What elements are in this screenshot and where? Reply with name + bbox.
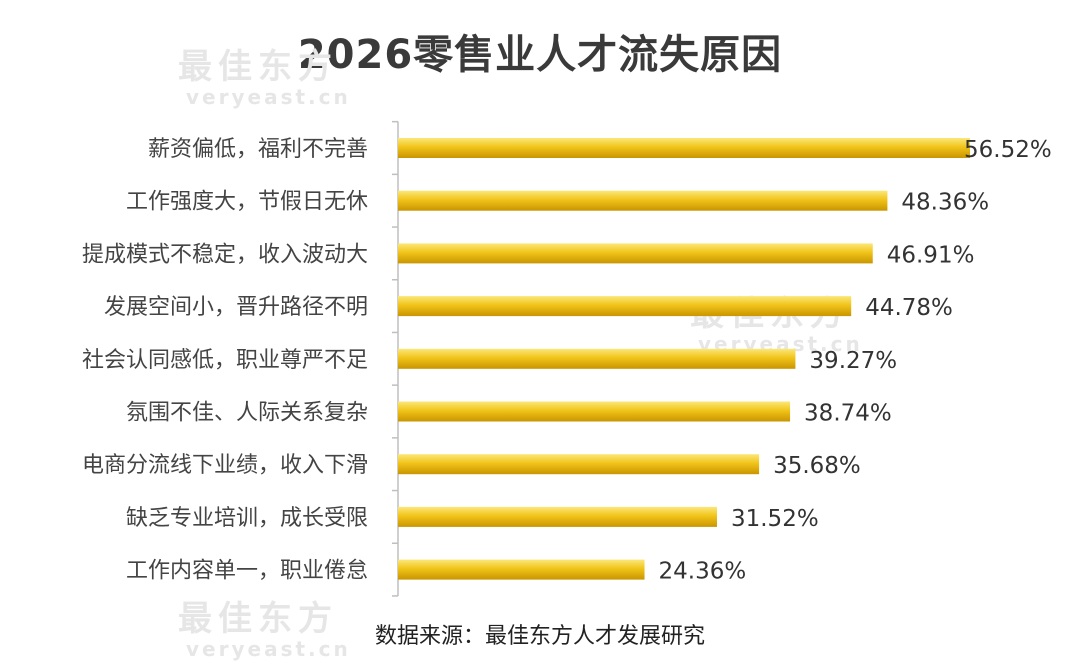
- bars: [398, 138, 970, 580]
- value-label: 56.52%: [964, 137, 1052, 163]
- bar: [398, 296, 852, 317]
- chart-title: 2026零售业人才流失原因: [297, 32, 783, 78]
- value-label: 39.27%: [809, 348, 897, 374]
- bar: [398, 348, 796, 369]
- category-label: 提成模式不稳定，收入波动大: [82, 242, 368, 267]
- watermark-name: 最佳东方: [178, 47, 338, 87]
- value-label: 35.68%: [773, 453, 861, 479]
- bar: [398, 138, 970, 158]
- bar: [398, 559, 645, 580]
- watermark-name: 最佳东方: [178, 599, 338, 639]
- value-label: 24.36%: [659, 559, 747, 585]
- bar: [398, 454, 760, 475]
- value-label: 46.91%: [887, 242, 975, 268]
- category-label: 薪资偏低，福利不完善: [148, 137, 368, 162]
- category-label: 社会认同感低，职业尊严不足: [82, 348, 368, 373]
- value-label: 44.78%: [865, 295, 953, 321]
- category-label: 工作内容单一，职业倦怠: [126, 559, 368, 584]
- bar: [398, 401, 791, 422]
- bar: [398, 190, 888, 211]
- watermark-url: veryeast.cn: [186, 85, 351, 109]
- watermark-bottom: 最佳东方 veryeast.cn: [178, 599, 351, 661]
- data-source-note: 数据来源：最佳东方人才发展研究: [374, 624, 705, 649]
- category-label: 发展空间小，晋升路径不明: [104, 295, 368, 320]
- category-label: 工作强度大，节假日无休: [126, 190, 368, 215]
- category-labels: 薪资偏低，福利不完善工作强度大，节假日无休提成模式不稳定，收入波动大发展空间小，…: [82, 137, 368, 584]
- category-axis: [392, 120, 399, 597]
- value-label: 38.74%: [804, 401, 892, 427]
- watermark-top: 最佳东方 veryeast.cn: [178, 47, 351, 109]
- category-label: 缺乏专业培训，成长受限: [126, 506, 368, 531]
- bar: [398, 506, 717, 527]
- bar: [398, 243, 873, 264]
- category-label: 电商分流线下业绩，收入下滑: [82, 453, 368, 478]
- category-label: 氛围不佳、人际关系复杂: [126, 401, 368, 426]
- value-label: 31.52%: [731, 506, 819, 532]
- value-label: 48.36%: [901, 190, 989, 216]
- value-labels: 56.52% 48.36% 46.91% 44.78% 39.27% 38.74% 35.6…: [659, 137, 1052, 585]
- watermark-url: veryeast.cn: [186, 637, 351, 661]
